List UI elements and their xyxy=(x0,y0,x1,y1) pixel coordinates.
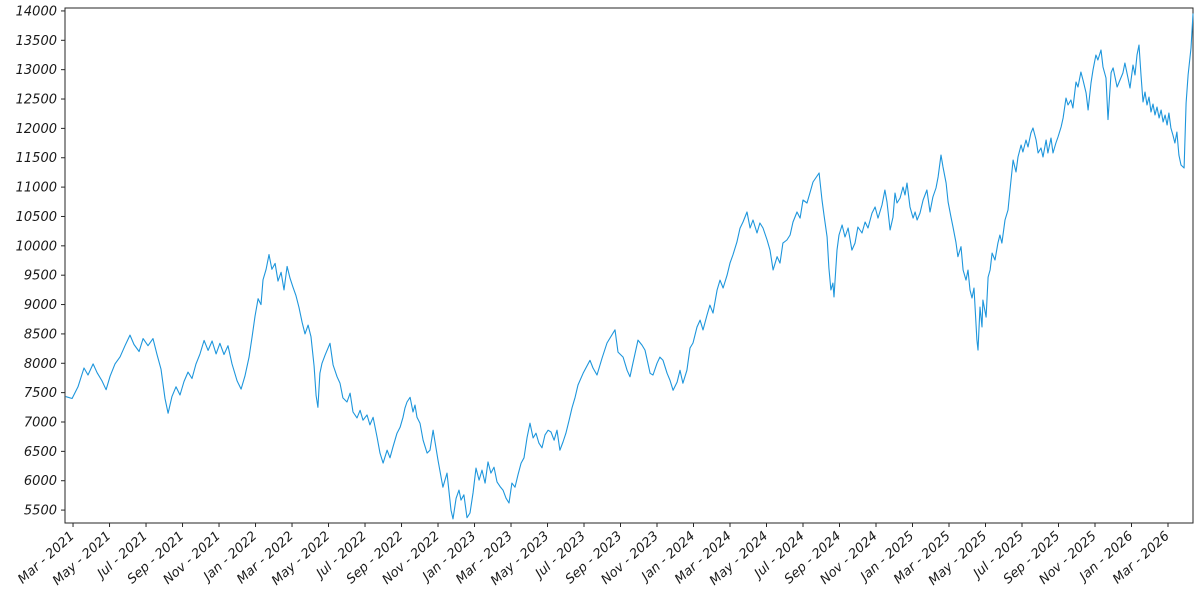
y-tick-label: 14000 xyxy=(16,4,57,19)
y-tick-label: 8000 xyxy=(24,357,57,372)
y-tick-label: 9000 xyxy=(24,298,57,313)
plot-spines xyxy=(64,7,1194,524)
y-tick-label: 13000 xyxy=(16,63,57,78)
y-tick-label: 7500 xyxy=(24,386,57,401)
y-tick-label: 9500 xyxy=(24,269,57,284)
y-tick-label: 5500 xyxy=(24,504,57,519)
y-tick-label: 8500 xyxy=(24,327,57,342)
y-tick-label: 11000 xyxy=(16,181,57,196)
plot-border xyxy=(64,7,1194,524)
price-line-path xyxy=(65,13,1194,520)
y-tick-label: 12500 xyxy=(16,93,57,108)
y-tick-label: 11500 xyxy=(16,151,57,166)
y-tick-label: 6000 xyxy=(24,474,57,489)
y-tick-label: 7000 xyxy=(24,415,57,430)
price-line-series xyxy=(65,13,1194,520)
y-axis: 5500 6000 6500 7000 7500 8000 8500 9000 9500 1000… xyxy=(16,4,65,519)
y-tick-label: 10500 xyxy=(16,210,57,225)
y-tick-label: 6500 xyxy=(24,445,57,460)
y-tick-label: 12000 xyxy=(16,122,57,137)
y-tick-label: 10000 xyxy=(16,239,57,254)
y-tick-label: 13500 xyxy=(16,34,57,49)
